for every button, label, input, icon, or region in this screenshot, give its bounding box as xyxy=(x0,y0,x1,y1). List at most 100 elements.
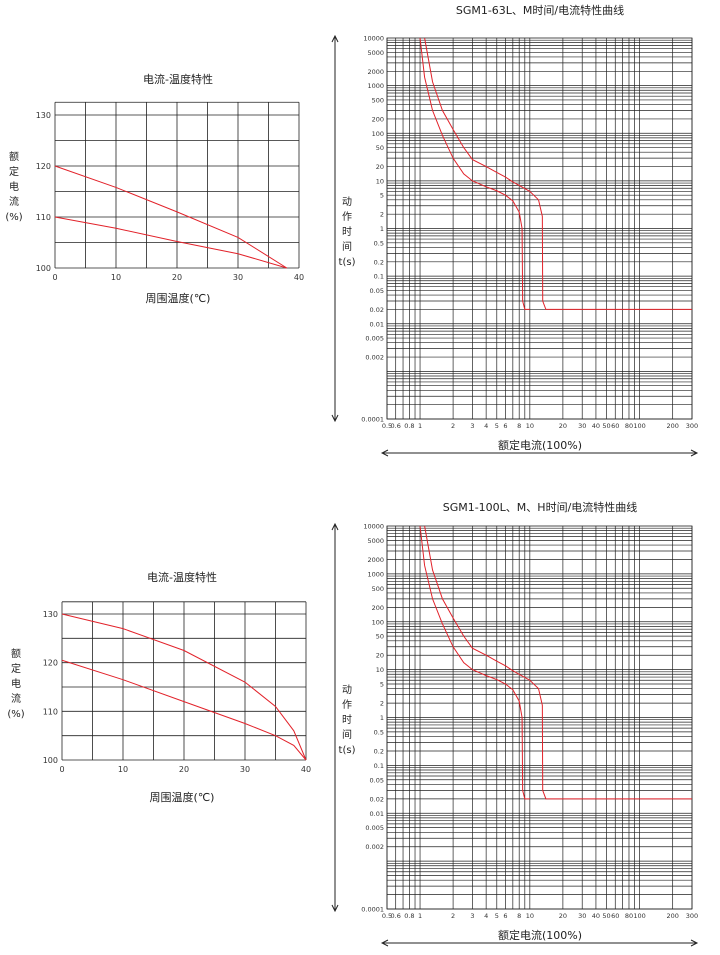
ylabel-char: t(s) xyxy=(339,745,356,756)
y-tick-label: 0.0001 xyxy=(361,906,384,914)
series-line-1 xyxy=(61,613,307,761)
x-tick-label: 30 xyxy=(578,912,586,920)
y-tick-label: 0.002 xyxy=(365,354,384,362)
y-tick-label: 110 xyxy=(36,213,51,222)
ylabel-char: 作 xyxy=(342,211,352,223)
grid xyxy=(386,525,693,910)
y-tick-label: 2000 xyxy=(367,556,384,564)
y-tick-label: 20 xyxy=(376,163,384,171)
x-tick-label: 80 xyxy=(625,422,633,430)
y-tick-label: 10 xyxy=(376,666,384,674)
x-tick-label: 0.8 xyxy=(404,422,414,430)
y-tick-label: 0.5 xyxy=(374,239,384,247)
ylabel-char: 额 xyxy=(9,150,19,163)
x-tick-label: 60 xyxy=(611,912,619,920)
y-tick-label: 0.2 xyxy=(374,747,384,755)
temp-chart-bottom: 电流-温度特性 额 定 电 流 (%) 周围温度(℃) 0 10 20 30 40 100… xyxy=(7,570,311,804)
y-tick-label: 500 xyxy=(372,96,384,104)
ylabel-char: t(s) xyxy=(339,257,356,268)
ylabel-char: 动 xyxy=(342,684,352,696)
x-tick-label: 0.8 xyxy=(404,912,414,920)
y-tick-label: 110 xyxy=(43,707,58,716)
tc-chart-ylabel: 动 作 时 间 t(s) xyxy=(339,684,356,756)
x-axis-arrow-head xyxy=(380,939,389,947)
x-tick-label: 0 xyxy=(59,765,64,774)
tc-chart-xlabel: 额定电流(100%) xyxy=(498,928,582,942)
x-tick-label: 10 xyxy=(118,765,128,774)
y-tick-label: 120 xyxy=(36,162,51,171)
y-tick-label: 0.01 xyxy=(370,320,384,328)
x-tick-label: 200 xyxy=(666,422,678,430)
x-tick-label: 60 xyxy=(611,422,619,430)
y-tick-label: 2 xyxy=(380,700,384,708)
temp-chart-title: 电流-温度特性 xyxy=(147,570,217,584)
ylabel-char: 作 xyxy=(342,699,352,711)
y-tick-label: 5000 xyxy=(367,537,384,545)
x-tick-label: 10 xyxy=(111,273,121,282)
ylabel-char: 电 xyxy=(11,677,21,690)
y-tick-label: 0.1 xyxy=(374,273,384,281)
y-tick-label: 200 xyxy=(372,604,384,612)
x-tick-label: 50 xyxy=(602,422,610,430)
x-tick-label: 0 xyxy=(52,273,57,282)
x-tick-label: 3 xyxy=(470,422,474,430)
x-axis-arrow-head xyxy=(690,939,699,947)
temp-chart-xlabel: 周围温度(℃) xyxy=(146,291,211,305)
ylabel-char: 时 xyxy=(342,226,352,238)
y-axis-arrow-head xyxy=(331,522,339,531)
x-tick-label: 30 xyxy=(240,765,250,774)
ylabel-char: 电 xyxy=(9,180,19,193)
x-tick-label: 10 xyxy=(526,912,534,920)
x-tick-label: 0.5 xyxy=(382,422,392,430)
temp-chart-title: 电流-温度特性 xyxy=(143,72,213,86)
x-tick-label: 80 xyxy=(625,912,633,920)
y-tick-label: 1000 xyxy=(367,570,384,578)
temp-chart-top: 电流-温度特性 额 定 电 流 (%) 周围温度(℃) 0 10 20 30 40 100… xyxy=(5,72,304,305)
series-line-2 xyxy=(424,525,692,800)
ylabel-char: 流 xyxy=(11,692,21,705)
y-tick-label: 120 xyxy=(43,659,58,668)
x-tick-label: 8 xyxy=(517,912,521,920)
temp-chart-xlabel: 周围温度(℃) xyxy=(150,790,215,804)
y-tick-label: 10000 xyxy=(363,523,384,531)
x-tick-label: 2 xyxy=(451,912,455,920)
x-tick-label: 10 xyxy=(526,422,534,430)
x-tick-label: 300 xyxy=(686,422,698,430)
ylabel-char: 流 xyxy=(9,195,19,208)
y-tick-label: 100 xyxy=(43,756,58,765)
x-tick-label: 20 xyxy=(559,912,567,920)
y-tick-label: 10000 xyxy=(363,35,384,43)
y-tick-label: 50 xyxy=(376,144,384,152)
x-tick-label: 0.6 xyxy=(391,912,401,920)
x-tick-label: 0.6 xyxy=(391,422,401,430)
ylabel-char: 间 xyxy=(342,728,352,741)
tc-chart-ylabel: 动 作 时 间 t(s) xyxy=(339,196,356,268)
y-tick-label: 1000 xyxy=(367,82,384,90)
y-tick-label: 50 xyxy=(376,633,384,641)
y-tick-label: 100 xyxy=(372,618,384,626)
y-axis-arrow-head xyxy=(331,414,339,423)
x-tick-label: 4 xyxy=(484,422,488,430)
ylabel-char: 时 xyxy=(342,714,352,726)
ylabel-char: (%) xyxy=(5,212,22,223)
y-tick-label: 130 xyxy=(43,610,58,619)
y-tick-label: 10 xyxy=(376,177,384,185)
y-tick-label: 0.05 xyxy=(370,287,384,295)
plot-frame xyxy=(386,525,693,910)
y-tick-label: 100 xyxy=(36,264,51,273)
y-axis-arrow-head xyxy=(331,904,339,913)
x-tick-label: 20 xyxy=(559,422,567,430)
y-tick-label: 5 xyxy=(380,192,384,200)
x-tick-label: 20 xyxy=(179,765,189,774)
x-tick-label: 300 xyxy=(686,912,698,920)
tc-chart-xlabel: 额定电流(100%) xyxy=(498,438,582,452)
x-tick-label: 5 xyxy=(495,422,499,430)
x-tick-label: 1 xyxy=(418,422,422,430)
x-axis-arrow-head xyxy=(380,449,389,457)
y-tick-label: 0.0001 xyxy=(361,416,384,424)
series-line-1 xyxy=(54,165,288,269)
y-tick-label: 0.01 xyxy=(370,810,384,818)
grid xyxy=(61,601,307,761)
y-tick-label: 1 xyxy=(380,225,384,233)
